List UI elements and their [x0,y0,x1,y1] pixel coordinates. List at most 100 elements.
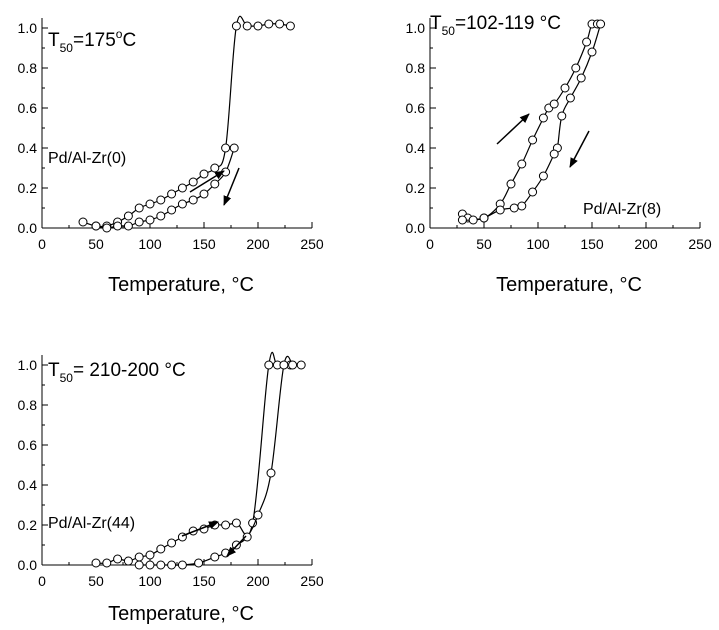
t50-annotation: T50=175oC [48,27,136,55]
x-tick-label: 150 [192,573,216,589]
data-point-heating [188,177,198,187]
data-point-heating [253,21,263,31]
data-point-cooling [557,111,567,121]
data-point-heating [91,558,101,568]
data-point-cooling [167,205,177,215]
data-point-cooling [177,560,187,570]
data-point-heating [113,554,123,564]
data-point-cooling [199,189,209,199]
data-point-cooling [156,560,166,570]
x-tick-label: 50 [88,236,104,252]
x-tick-label: 100 [526,236,550,252]
x-tick-label: 0 [38,573,46,589]
data-point-cooling [123,221,133,231]
data-point-heating [134,552,144,562]
x-tick-label: 50 [476,236,492,252]
data-point-heating [167,189,177,199]
data-point-cooling [479,213,489,223]
x-tick-label: 200 [634,236,658,252]
data-point-heating [78,217,88,227]
data-point-heating [177,183,187,193]
data-point-heating [285,21,295,31]
data-point-heating [199,169,209,179]
data-point-heating [102,558,112,568]
data-point-cooling [145,560,155,570]
data-point-cooling [538,171,548,181]
data-point-heating [538,113,548,123]
data-point-cooling [167,560,177,570]
data-point-cooling [549,149,559,159]
y-tick-label: 0.4 [18,140,38,156]
data-point-cooling [266,468,276,478]
y-tick-label: 0.0 [406,220,426,236]
data-point-cooling [113,221,123,231]
cooling-arrow [569,130,590,168]
data-point-heating [134,203,144,213]
chart-zr0: 0 50 100 150 200 250 0.0 0.2 0.4 0.6 0.8 1.0 Tempera… [18,15,324,296]
data-point-cooling [288,360,298,370]
data-point-cooling [457,215,467,225]
cooling-arrow [223,167,240,206]
data-point-cooling [242,532,252,542]
data-point-heating [156,544,166,554]
x-tick-label: 0 [426,236,434,252]
data-point-cooling [210,179,220,189]
sample-label: Pd/Al-Zr(44) [48,515,135,532]
data-point-cooling [468,215,478,225]
data-point-heating [221,143,231,153]
x-tick-label: 200 [246,573,270,589]
data-point-cooling [221,548,231,558]
data-point-heating [145,199,155,209]
data-point-cooling [279,360,289,370]
data-point-heating [231,518,241,528]
data-point-cooling [188,195,198,205]
data-point-cooling [102,223,112,233]
x-tick-label: 0 [38,236,46,252]
chart-zr8: 0 50 100 150 200 250 0.0 0.2 0.4 0.6 0.8 1.0 Tempera… [406,13,712,296]
data-point-heating [264,360,274,370]
data-point-cooling [509,203,519,213]
y-tick-label: 1.0 [406,20,426,36]
heating-arrow [496,113,530,145]
data-point-cooling [156,211,166,221]
data-point-heating [560,83,570,93]
x-tick-label: 250 [300,573,324,589]
x-tick-label: 100 [138,573,162,589]
data-point-heating [296,360,306,370]
data-point-cooling [145,215,155,225]
data-point-heating [264,19,274,29]
data-point-cooling [177,199,187,209]
chart-zr44: 0 50 100 150 200 250 0.0 0.2 0.4 0.6 0.8 1.0 Tempera… [18,351,324,625]
data-point-heating [156,195,166,205]
y-tick-label: 0.6 [406,100,426,116]
data-point-cooling [194,558,204,568]
y-tick-label: 0.4 [406,140,426,156]
data-point-heating [145,550,155,560]
data-point-cooling [528,187,538,197]
y-tick-label: 0.8 [18,60,38,76]
heating-arrow [189,170,225,193]
data-point-cooling [565,93,575,103]
data-point-heating [571,63,581,73]
sample-label: Pd/Al-Zr(8) [583,201,661,218]
data-point-cooling [134,217,144,227]
y-tick-label: 0.6 [18,100,38,116]
y-tick-label: 0.8 [406,60,426,76]
y-tick-label: 0.2 [18,180,38,196]
y-tick-label: 0.8 [18,397,38,413]
data-point-heating [231,21,241,31]
data-point-heating [549,99,559,109]
data-point-heating [517,159,527,169]
x-tick-label: 250 [688,236,712,252]
series-line-cooling [139,355,294,566]
heating-arrow [181,521,219,537]
data-point-cooling [253,510,263,520]
data-point-heating [582,37,592,47]
data-point-cooling [596,19,606,29]
x-tick-label: 100 [138,236,162,252]
x-axis-label: Temperature, °C [108,603,254,625]
data-point-cooling [134,560,144,570]
sample-label: Pd/Al-Zr(0) [48,150,126,167]
t50-annotation: T50= 210-200 °C [48,360,186,385]
data-point-cooling [517,201,527,211]
